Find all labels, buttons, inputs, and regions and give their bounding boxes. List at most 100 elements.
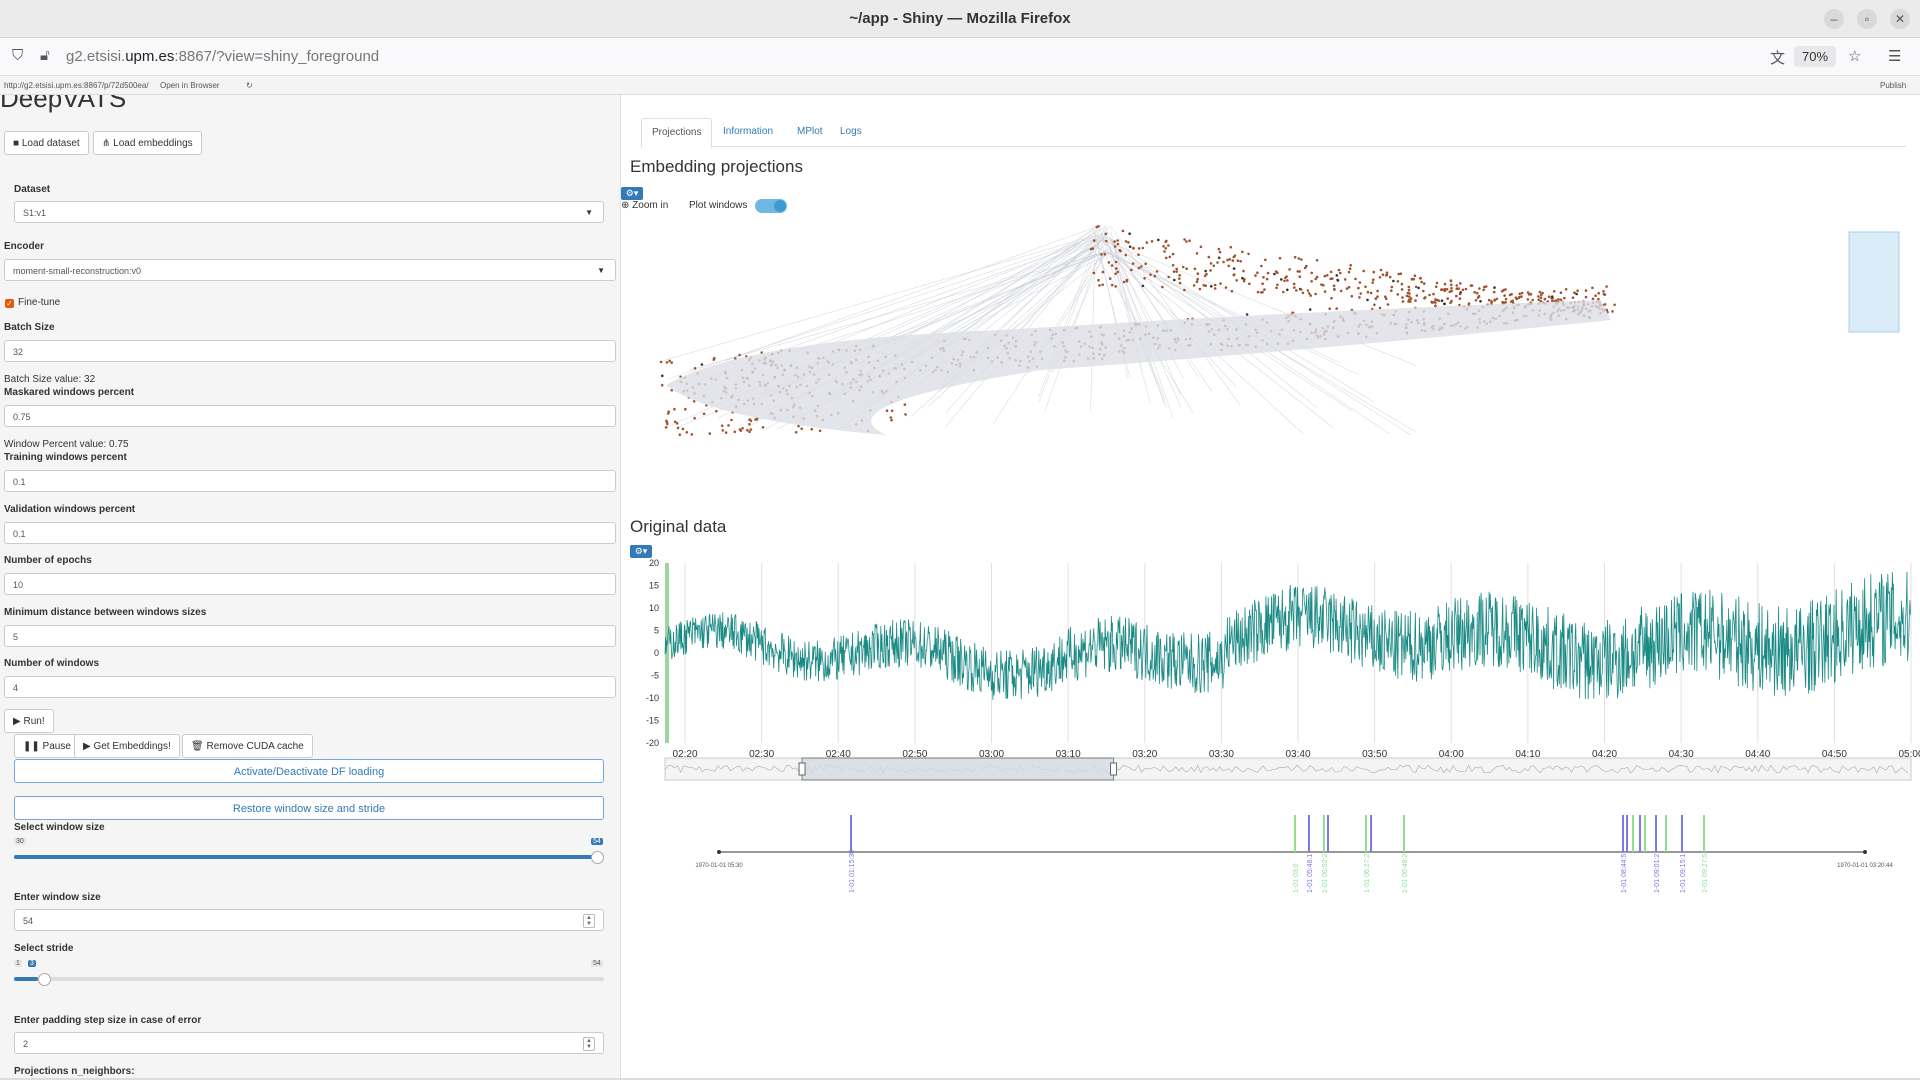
stride-slider-handle[interactable] bbox=[37, 973, 51, 986]
projection-point bbox=[749, 428, 753, 431]
projection-point bbox=[1358, 281, 1362, 284]
validation-windows-input[interactable]: 0.1 bbox=[4, 522, 616, 544]
load-dataset-button[interactable]: ■ Load dataset bbox=[4, 131, 89, 155]
zoom-in-control[interactable]: ⊕ Zoom in bbox=[621, 200, 668, 211]
timeline-event-label: 1-01 08:44:5 bbox=[1621, 854, 1628, 893]
shield-icon[interactable]: ⛉ bbox=[12, 47, 24, 64]
x-tick-label: 03:20 bbox=[1132, 749, 1157, 760]
projection-point bbox=[1092, 271, 1096, 275]
projection-point bbox=[1280, 278, 1283, 281]
epochs-input[interactable]: 10 bbox=[4, 573, 616, 595]
projection-point bbox=[1168, 255, 1172, 259]
enter-window-input[interactable]: 54 ▲ ▼ bbox=[14, 909, 604, 931]
tab-mplot[interactable]: MPlot bbox=[797, 126, 823, 137]
min-distance-input[interactable]: 5 bbox=[4, 625, 616, 647]
projection-point bbox=[1116, 242, 1120, 246]
projection-point bbox=[1474, 299, 1478, 302]
projection-point bbox=[670, 388, 674, 392]
batch-size-label: Batch Size bbox=[4, 322, 55, 333]
tab-projections[interactable]: Projections bbox=[641, 118, 713, 148]
timeline-event-label: 1-01 03:0 bbox=[1293, 863, 1300, 893]
maximize-icon[interactable]: ▫ bbox=[1857, 9, 1877, 29]
spinner-icon[interactable]: ▲ ▼ bbox=[583, 1037, 595, 1051]
projection-point bbox=[1137, 253, 1140, 256]
tab-logs[interactable]: Logs bbox=[840, 126, 862, 137]
timeline-event-label: 1-01 01:15:30 bbox=[849, 850, 856, 893]
projection-point bbox=[1591, 297, 1595, 301]
projection-point bbox=[1493, 286, 1496, 289]
projection-point bbox=[1212, 264, 1216, 268]
projection-point bbox=[1571, 296, 1575, 299]
insecure-lock-icon[interactable]: 🔓︎ bbox=[40, 47, 50, 64]
num-windows-input[interactable]: 4 bbox=[4, 676, 616, 698]
spinner-icon[interactable]: ▲ ▼ bbox=[583, 914, 595, 928]
y-tick-label: -15 bbox=[646, 716, 659, 726]
open-in-browser-link[interactable]: Open in Browser bbox=[160, 81, 220, 90]
run-button[interactable]: ▶ Run! bbox=[4, 709, 54, 733]
padding-input[interactable]: 2 ▲ ▼ bbox=[14, 1032, 604, 1054]
projection-point bbox=[1213, 287, 1217, 290]
projection-point bbox=[1441, 288, 1444, 291]
tab-information[interactable]: Information bbox=[723, 126, 774, 137]
pause-button[interactable]: ❚❚ Pause bbox=[14, 734, 80, 758]
projections-title: Embedding projections bbox=[630, 157, 803, 176]
original-data-plot[interactable]: 02:20 02:30 02:40 02:50 03:00 03:10 03:20 03:30… bbox=[621, 553, 1920, 793]
projection-point bbox=[1415, 294, 1419, 297]
projection-point bbox=[668, 359, 671, 363]
window-bottom-edge bbox=[0, 1078, 1920, 1080]
projection-point bbox=[1104, 232, 1107, 236]
projection-point bbox=[1315, 259, 1319, 262]
minimize-icon[interactable]: – bbox=[1824, 9, 1844, 29]
masked-windows-input[interactable]: 0.75 bbox=[4, 405, 616, 427]
projection-point bbox=[1165, 239, 1168, 243]
projection-point bbox=[1378, 276, 1382, 279]
zoom-level[interactable]: 70% bbox=[1794, 46, 1837, 67]
projection-point bbox=[1514, 296, 1518, 299]
projections-settings-gear-icon[interactable]: ⚙▾ bbox=[621, 187, 643, 200]
magnifier-icon: ⊕ bbox=[621, 200, 633, 211]
projection-point bbox=[1396, 293, 1400, 296]
projection-point bbox=[684, 407, 687, 411]
projection-point bbox=[1163, 250, 1166, 253]
projection-point bbox=[1231, 259, 1235, 262]
projection-point bbox=[1161, 285, 1164, 289]
window-size-slider-handle[interactable] bbox=[591, 851, 604, 864]
activate-df-button[interactable]: Activate/Deactivate DF loading bbox=[14, 759, 604, 783]
x-tick-label: 04:10 bbox=[1515, 749, 1540, 760]
dataset-select[interactable]: S1:v1 ▼ bbox=[14, 201, 604, 223]
menu-icon[interactable]: ☰ bbox=[1888, 48, 1902, 65]
projection-point bbox=[1492, 290, 1496, 294]
projection-point bbox=[1276, 271, 1279, 274]
plot-windows-toggle[interactable] bbox=[755, 199, 787, 213]
restore-window-button[interactable]: Restore window size and stride bbox=[14, 796, 604, 820]
projection-point bbox=[1550, 299, 1554, 303]
sidebar-panel: DeepVATS ■ Load dataset ⋔ Load embedding… bbox=[0, 95, 621, 1080]
y-tick-label: 5 bbox=[654, 626, 659, 636]
remove-cuda-button[interactable]: 🗑︎ Remove CUDA cache bbox=[182, 734, 313, 758]
projection-point bbox=[1320, 283, 1323, 286]
projection-point bbox=[1432, 301, 1436, 304]
projection-point bbox=[1254, 274, 1257, 277]
projection-point bbox=[810, 427, 813, 431]
projection-point bbox=[1490, 300, 1493, 303]
projection-point bbox=[664, 426, 668, 429]
projection-point bbox=[1483, 285, 1486, 289]
timeline-plot[interactable]: 1970-01-01 05:30 1970-01-01 03:20:44 1-01 … bbox=[621, 795, 1920, 905]
bookmark-star-icon[interactable]: ☆ bbox=[1848, 48, 1862, 65]
get-embeddings-button[interactable]: ▶ Get Embeddings! bbox=[74, 734, 180, 758]
series-line bbox=[664, 571, 1911, 700]
original-settings-gear-icon[interactable]: ⚙▾ bbox=[630, 545, 652, 558]
publish-button[interactable]: Publish bbox=[1880, 81, 1907, 90]
url-bar[interactable]: g2.etsisi.upm.es:8867/?view=shiny_foregr… bbox=[66, 48, 379, 65]
close-icon[interactable]: ✕ bbox=[1890, 9, 1910, 29]
training-windows-input[interactable]: 0.1 bbox=[4, 470, 616, 492]
embedding-projection-plot[interactable] bbox=[621, 220, 1920, 470]
stride-slider[interactable] bbox=[14, 977, 604, 981]
encoder-select[interactable]: moment-small-reconstruction:v0 ▼ bbox=[4, 259, 616, 281]
projection-point bbox=[1443, 302, 1446, 306]
translate-icon[interactable]: 文 bbox=[1770, 50, 1786, 67]
refresh-icon[interactable]: ↻ bbox=[246, 81, 253, 90]
finetune-checkbox[interactable]: ✓ bbox=[5, 299, 14, 308]
batch-size-input[interactable]: 32 bbox=[4, 340, 616, 362]
load-embeddings-button[interactable]: ⋔ Load embeddings bbox=[93, 131, 202, 155]
